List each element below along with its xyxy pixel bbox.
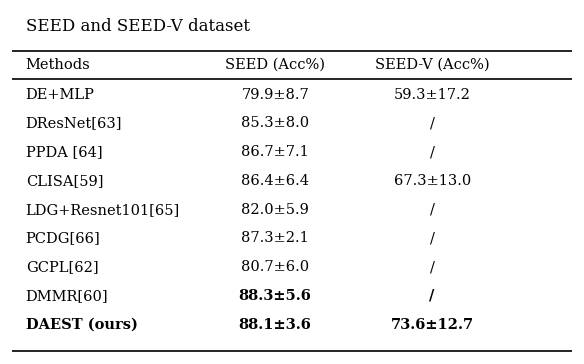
Text: 67.3±13.0: 67.3±13.0 bbox=[394, 174, 471, 188]
Text: 82.0±5.9: 82.0±5.9 bbox=[241, 203, 309, 217]
Text: 85.3±8.0: 85.3±8.0 bbox=[241, 116, 310, 130]
Text: 80.7±6.0: 80.7±6.0 bbox=[241, 260, 310, 274]
Text: 59.3±17.2: 59.3±17.2 bbox=[394, 88, 471, 102]
Text: /: / bbox=[430, 260, 434, 274]
Text: SEED (Acc%): SEED (Acc%) bbox=[225, 58, 325, 72]
Text: DAEST (ours): DAEST (ours) bbox=[26, 317, 138, 332]
Text: /: / bbox=[430, 232, 434, 245]
Text: 86.7±7.1: 86.7±7.1 bbox=[241, 145, 309, 159]
Text: Methods: Methods bbox=[26, 58, 91, 72]
Text: 88.3±5.6: 88.3±5.6 bbox=[239, 289, 312, 303]
Text: 79.9±8.7: 79.9±8.7 bbox=[241, 88, 309, 102]
Text: GCPL[62]: GCPL[62] bbox=[26, 260, 98, 274]
Text: SEED-V (Acc%): SEED-V (Acc%) bbox=[375, 58, 489, 72]
Text: SEED and SEED-V dataset: SEED and SEED-V dataset bbox=[26, 18, 250, 35]
Text: PPDA [64]: PPDA [64] bbox=[26, 145, 102, 159]
Text: DResNet[63]: DResNet[63] bbox=[26, 116, 122, 130]
Text: /: / bbox=[429, 289, 435, 303]
Text: PCDG[66]: PCDG[66] bbox=[26, 232, 100, 245]
Text: 88.1±3.6: 88.1±3.6 bbox=[239, 317, 312, 332]
Text: DE+MLP: DE+MLP bbox=[26, 88, 95, 102]
Text: /: / bbox=[430, 116, 434, 130]
Text: CLISA[59]: CLISA[59] bbox=[26, 174, 103, 188]
Text: DMMR[60]: DMMR[60] bbox=[26, 289, 108, 303]
Text: /: / bbox=[430, 145, 434, 159]
Text: 87.3±2.1: 87.3±2.1 bbox=[241, 232, 309, 245]
Text: 73.6±12.7: 73.6±12.7 bbox=[391, 317, 474, 332]
Text: /: / bbox=[430, 203, 434, 217]
Text: LDG+Resnet101[65]: LDG+Resnet101[65] bbox=[26, 203, 180, 217]
Text: 86.4±6.4: 86.4±6.4 bbox=[241, 174, 309, 188]
